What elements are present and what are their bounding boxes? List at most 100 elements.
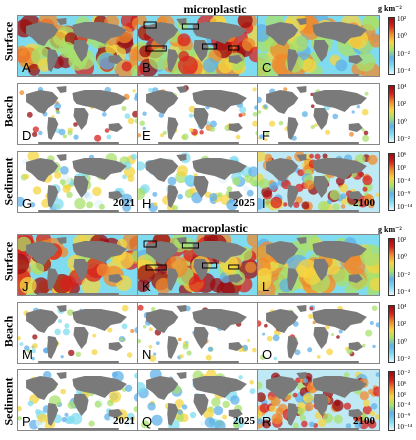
landmass xyxy=(47,49,59,72)
landmass xyxy=(313,394,329,416)
landmass xyxy=(167,185,179,208)
concentration-blob xyxy=(241,37,256,52)
concentration-blob xyxy=(372,344,376,349)
colorbar-sediment-micro xyxy=(388,153,395,211)
concentration-blob xyxy=(64,412,69,417)
concentration-blob xyxy=(62,184,71,193)
concentration-blob xyxy=(124,419,133,428)
concentration-blob xyxy=(74,197,86,210)
map-panel-c: C xyxy=(257,15,380,77)
landmass xyxy=(313,176,329,198)
concentration-blob xyxy=(326,348,334,356)
landmass xyxy=(348,55,363,64)
concentration-blob xyxy=(189,411,197,419)
concentration-blob xyxy=(361,128,365,132)
map-panel-p: P 2021 xyxy=(17,369,140,431)
concentration-blob xyxy=(332,268,350,287)
landmass xyxy=(313,259,329,281)
concentration-blob xyxy=(160,133,165,138)
concentration-blob xyxy=(29,202,36,208)
colorbar-tick-label: 10⁻² xyxy=(397,49,410,58)
landmass xyxy=(278,74,359,76)
concentration-blob xyxy=(222,400,230,409)
concentration-blob xyxy=(31,277,50,295)
panel-letter: M xyxy=(22,347,33,362)
concentration-blob xyxy=(209,193,218,202)
landmass xyxy=(296,237,307,244)
concentration-blob xyxy=(332,113,339,120)
concentration-blob xyxy=(209,126,216,132)
landmass xyxy=(266,309,299,333)
colorbar-tick-label: 10⁰ xyxy=(397,117,407,126)
concentration-blob xyxy=(275,414,283,421)
concentration-blob xyxy=(181,133,189,141)
map-panel-n: N xyxy=(137,302,260,364)
concentration-blob xyxy=(18,336,21,341)
panel-letter: H xyxy=(142,196,152,211)
concentration-blob xyxy=(242,185,250,192)
concentration-blob xyxy=(246,235,259,247)
landmass xyxy=(73,394,89,416)
concentration-blob xyxy=(308,313,314,319)
concentration-blob xyxy=(372,386,379,397)
world-map xyxy=(18,152,139,212)
concentration-blob xyxy=(304,402,314,412)
concentration-blob xyxy=(359,391,370,401)
world-map xyxy=(258,152,379,212)
map-panel-h: H 2025 xyxy=(137,151,260,213)
landmass xyxy=(192,241,247,263)
concentration-blob xyxy=(167,176,177,186)
landmass xyxy=(158,361,239,363)
concentration-blob xyxy=(142,111,147,116)
colorbar-tick-label: 10² xyxy=(397,236,407,244)
concentration-blob xyxy=(121,106,127,111)
concentration-blob xyxy=(54,328,61,335)
concentration-blob xyxy=(147,402,156,411)
map-panel-k: K xyxy=(137,234,260,296)
landmass xyxy=(313,108,329,130)
landmass xyxy=(312,241,367,263)
concentration-blob xyxy=(149,355,157,362)
panel-letter: F xyxy=(262,128,270,143)
concentration-blob xyxy=(292,392,298,398)
landmass xyxy=(278,142,359,144)
landmass xyxy=(26,241,59,265)
concentration-blob xyxy=(228,198,234,204)
concentration-blob xyxy=(61,416,67,423)
concentration-blob xyxy=(303,393,314,404)
concentration-blob xyxy=(199,421,205,427)
concentration-blob xyxy=(365,329,373,337)
landmass xyxy=(176,237,187,244)
landmass xyxy=(38,74,119,76)
world-map xyxy=(18,303,139,363)
concentration-blob xyxy=(174,399,184,408)
concentration-blob xyxy=(153,352,157,356)
concentration-blob xyxy=(121,323,128,330)
highlight-box xyxy=(202,43,218,50)
concentration-blob xyxy=(301,58,317,73)
concentration-blob xyxy=(217,192,223,198)
landmass xyxy=(348,409,363,418)
landmass xyxy=(228,55,243,64)
concentration-blob xyxy=(302,396,307,401)
concentration-blob xyxy=(209,278,225,293)
concentration-blob xyxy=(58,128,66,136)
colorbar-tick-label: 10⁰ xyxy=(397,337,407,346)
world-map xyxy=(258,235,379,295)
concentration-blob xyxy=(324,129,331,135)
map-panel-d: D xyxy=(17,83,140,145)
concentration-blob xyxy=(340,204,346,209)
concentration-blob xyxy=(258,110,262,114)
concentration-blob xyxy=(258,410,263,419)
landmass xyxy=(278,428,359,430)
colorbar-tick-label: 10⁻¹⁴ xyxy=(397,423,413,431)
colorbar-tick-label: 10⁻⁴ xyxy=(397,177,411,185)
concentration-blob xyxy=(19,342,24,346)
concentration-blob xyxy=(31,356,35,361)
concentration-blob xyxy=(291,135,297,141)
landmass xyxy=(287,336,299,359)
concentration-blob xyxy=(130,153,137,160)
landmass xyxy=(348,191,363,200)
concentration-blob xyxy=(179,354,184,359)
concentration-blob xyxy=(269,405,277,413)
